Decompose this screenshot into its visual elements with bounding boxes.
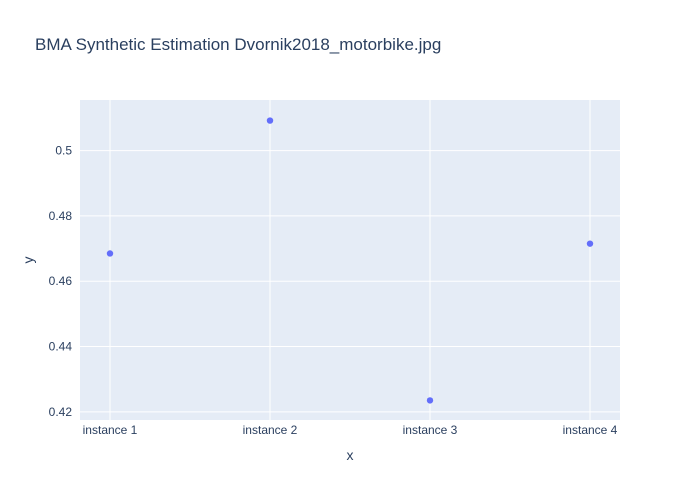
x-tick-label: instance 2 xyxy=(243,423,298,437)
y-axis-title: y xyxy=(20,257,36,264)
y-tick-label: 0.46 xyxy=(49,274,73,288)
y-tick-label: 0.44 xyxy=(49,340,73,354)
x-axis-title: x xyxy=(347,447,354,463)
y-tick-label: 0.42 xyxy=(49,405,73,419)
y-tick-label: 0.5 xyxy=(55,144,72,158)
chart-title: BMA Synthetic Estimation Dvornik2018_mot… xyxy=(35,35,441,54)
plot-area xyxy=(80,100,620,420)
x-tick-label: instance 4 xyxy=(563,423,618,437)
data-points xyxy=(106,117,594,404)
y-tick-label: 0.48 xyxy=(49,209,73,223)
x-tick-label: instance 1 xyxy=(83,423,138,437)
gridlines xyxy=(80,100,620,420)
data-point[interactable] xyxy=(266,117,274,124)
tick-labels: 0.42 0.44 0.46 0.48 0.5 instance 1 instance 2 i… xyxy=(49,144,618,437)
x-tick-label: instance 3 xyxy=(403,423,458,437)
data-point[interactable] xyxy=(586,240,594,247)
data-point[interactable] xyxy=(426,397,434,404)
data-point[interactable] xyxy=(106,250,114,257)
